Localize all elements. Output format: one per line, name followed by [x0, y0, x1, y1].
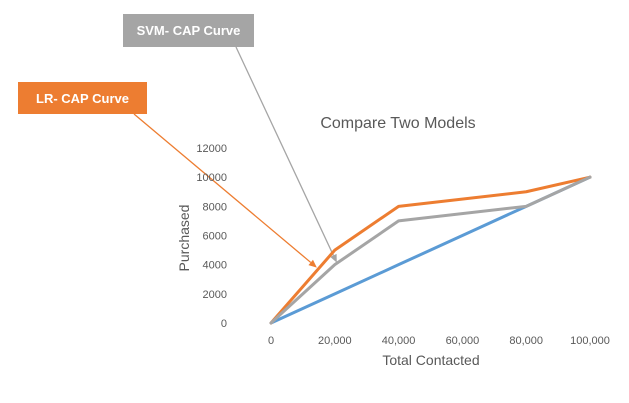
series-line-3 — [269, 175, 592, 325]
svm-annotation-arrow — [235, 46, 337, 263]
x-tick-label: 20,000 — [318, 335, 352, 347]
x-axis-title: Total Contacted — [382, 352, 479, 368]
x-axis-ticks: 0 20,000 40,000 60,000 80,000 100,000 — [268, 335, 610, 347]
lr-annotation-arrow — [133, 113, 317, 268]
y-tick-label: 10000 — [196, 172, 227, 184]
y-tick-label: 8000 — [203, 201, 227, 213]
y-tick-label: 6000 — [203, 231, 227, 243]
x-tick-label: 60,000 — [446, 335, 480, 347]
y-tick-label: 12000 — [196, 143, 227, 155]
lr-cap-curve-callout: LR- CAP Curve — [18, 82, 147, 114]
chart-title: Compare Two Models — [320, 115, 475, 132]
y-tick-label: 4000 — [203, 260, 227, 272]
x-tick-label: 0 — [268, 335, 274, 347]
x-tick-label: 80,000 — [509, 335, 543, 347]
series-lines — [269, 175, 592, 325]
y-axis-title: Purchased — [176, 205, 192, 272]
y-tick-label: 0 — [221, 318, 227, 330]
x-tick-label: 40,000 — [382, 335, 416, 347]
x-tick-label: 100,000 — [570, 335, 610, 347]
series-line-2 — [269, 175, 592, 325]
svm-cap-curve-callout: SVM- CAP Curve — [123, 14, 254, 47]
y-tick-label: 2000 — [203, 289, 227, 301]
y-axis-ticks: 0 2000 4000 6000 8000 10000 12000 — [196, 143, 227, 330]
annotation-arrows — [133, 46, 337, 268]
